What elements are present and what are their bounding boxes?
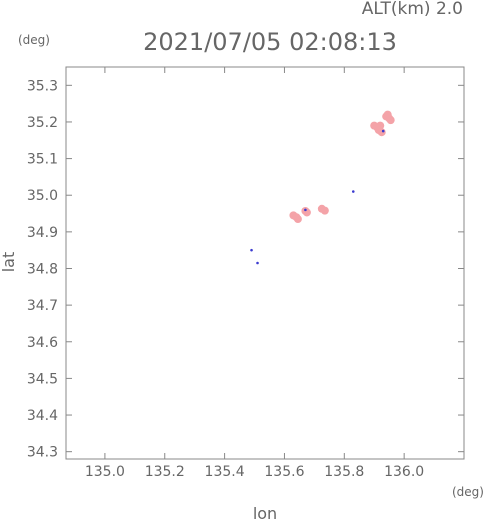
y-tick-label: 35.0: [27, 188, 58, 204]
x-tick-label: 135.2: [145, 464, 185, 480]
y-tick-label: 35.3: [27, 78, 58, 94]
data-point-pink: [376, 121, 385, 130]
y-tick-label: 34.9: [27, 225, 58, 241]
axis-ticks: 135.0 135.2 135.4 135.6 135.8 136.0 34.3 34.4 34…: [27, 67, 464, 480]
data-point-pink: [302, 208, 311, 217]
x-tick-label: 135.6: [264, 464, 304, 480]
data-point-blue: [351, 190, 355, 193]
y-unit-label: (deg): [18, 33, 50, 47]
plot-frame: [65, 66, 465, 460]
data-point-blue: [304, 208, 307, 212]
data-point-pink: [293, 215, 302, 224]
x-tick-label: 135.4: [205, 464, 245, 480]
y-tick-label: 34.5: [27, 371, 58, 387]
y-tick-label: 34.4: [27, 408, 58, 424]
y-tick-label: 35.1: [27, 152, 58, 168]
y-tick-label: 34.8: [27, 261, 58, 277]
data-point-pink: [383, 110, 392, 119]
x-axis-label: lon: [253, 504, 277, 521]
x-unit-label: (deg): [452, 485, 484, 499]
x-tick-label: 136.0: [384, 464, 424, 480]
data-point-pink: [320, 206, 329, 215]
alt-label: ALT(km) 2.0: [362, 0, 463, 19]
data-points: [250, 110, 395, 265]
y-axis-label: lat: [0, 252, 18, 273]
y-tick-label: 34.3: [27, 445, 58, 461]
chart-timestamp: 2021/07/05 02:08:13: [143, 28, 397, 56]
y-tick-label: 34.6: [27, 335, 58, 351]
data-point-pink: [377, 128, 386, 137]
x-tick-label: 135.0: [85, 464, 125, 480]
data-point-blue: [256, 261, 259, 265]
y-tick-label: 34.7: [27, 298, 58, 314]
data-point-blue: [250, 248, 253, 252]
y-tick-label: 35.2: [27, 115, 58, 131]
data-point-blue: [381, 129, 385, 133]
x-tick-label: 135.8: [324, 464, 364, 480]
